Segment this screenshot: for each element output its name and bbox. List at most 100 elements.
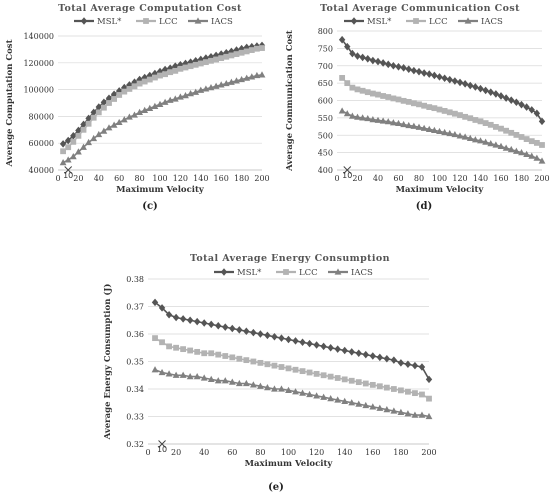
- legend-marker: [464, 17, 472, 24]
- data-point: [436, 73, 443, 81]
- x-tick-label: 100: [432, 174, 447, 183]
- data-point: [166, 343, 172, 350]
- y-tick-label: 0.32: [126, 440, 144, 449]
- y-axis-title: Average Computation Cost: [5, 39, 15, 167]
- chart-title: Total Average Energy Consumption: [190, 253, 390, 264]
- data-point: [90, 114, 97, 121]
- x-tick-label: 160: [493, 174, 508, 183]
- data-point: [320, 393, 328, 400]
- data-point: [467, 115, 474, 122]
- data-point: [354, 52, 361, 60]
- x-tick-label: 180: [393, 448, 408, 457]
- x-tick-label: 40: [94, 174, 104, 183]
- data-point: [259, 45, 265, 51]
- data-point: [498, 125, 504, 132]
- data-point: [400, 120, 408, 128]
- data-point: [105, 124, 113, 131]
- y-tick-label: 700: [318, 62, 333, 71]
- data-point: [278, 334, 285, 342]
- data-point: [201, 319, 208, 327]
- y-tick-label: 0.35: [126, 358, 144, 367]
- data-point: [518, 100, 525, 109]
- data-point: [426, 70, 433, 78]
- data-point: [418, 363, 426, 371]
- data-point: [355, 400, 363, 407]
- data-point: [376, 353, 384, 362]
- data-point: [334, 345, 341, 353]
- data-point: [538, 117, 546, 126]
- data-point: [257, 359, 264, 366]
- legend-label: IACS: [351, 268, 373, 278]
- data-point: [421, 102, 428, 109]
- chart-1: Total Average Communication Cost MSL* LCC I…: [285, 3, 550, 212]
- data-point: [179, 315, 187, 323]
- data-point: [80, 120, 87, 129]
- data-point: [194, 348, 201, 355]
- data-point: [215, 351, 222, 358]
- data-point: [271, 362, 278, 369]
- data-point: [482, 138, 490, 145]
- data-point: [364, 89, 371, 96]
- data-point: [228, 378, 236, 385]
- data-point: [369, 381, 376, 388]
- x-tick-label: 200: [254, 174, 269, 183]
- x-tick-label: 120: [452, 174, 467, 183]
- data-point: [121, 88, 128, 95]
- data-point: [451, 130, 459, 138]
- data-point: [390, 356, 398, 364]
- legend-marker: [220, 268, 228, 276]
- data-point: [165, 370, 173, 377]
- data-point: [187, 63, 194, 70]
- data-point: [397, 359, 405, 367]
- data-point: [397, 408, 405, 415]
- data-point: [250, 328, 257, 337]
- data-point: [492, 124, 499, 130]
- data-point: [285, 386, 292, 393]
- data-point: [385, 94, 392, 100]
- data-point: [425, 412, 433, 420]
- data-point: [482, 120, 489, 126]
- data-point: [404, 360, 412, 369]
- data-point: [349, 49, 356, 58]
- data-point: [390, 407, 398, 414]
- x-tick-label: 180: [234, 174, 249, 183]
- data-point: [156, 100, 164, 107]
- x-tick-label: 140: [337, 448, 352, 457]
- data-point: [233, 77, 240, 84]
- data-point: [182, 64, 189, 71]
- data-point: [59, 159, 67, 166]
- data-point: [344, 80, 351, 87]
- data-point: [410, 100, 417, 107]
- data-point: [167, 69, 174, 76]
- data-point: [217, 81, 225, 88]
- data-point: [348, 112, 356, 119]
- data-point: [348, 399, 356, 406]
- data-point: [203, 59, 209, 66]
- data-point: [146, 76, 153, 83]
- data-point: [472, 83, 479, 91]
- data-point: [477, 118, 484, 125]
- data-point: [229, 354, 236, 361]
- data-point: [222, 353, 229, 359]
- data-point: [355, 349, 362, 358]
- x-marker-label: 10: [63, 171, 73, 180]
- data-point: [292, 388, 299, 395]
- y-tick-label: 0.33: [126, 413, 144, 422]
- data-point: [136, 80, 143, 87]
- data-point: [508, 129, 515, 136]
- data-point: [497, 92, 505, 100]
- data-point: [75, 126, 82, 135]
- x-tick-label: 180: [514, 174, 529, 183]
- x-marker-icon: [158, 440, 166, 448]
- data-point: [369, 403, 377, 410]
- x-tick-label: 200: [421, 448, 436, 457]
- data-point: [111, 96, 117, 102]
- data-point: [327, 373, 334, 380]
- data-point: [75, 148, 82, 155]
- x-tick-label: 0: [334, 174, 339, 183]
- data-point: [411, 411, 419, 418]
- data-point: [446, 109, 453, 116]
- data-point: [171, 95, 179, 102]
- legend-label: LCC: [159, 17, 178, 27]
